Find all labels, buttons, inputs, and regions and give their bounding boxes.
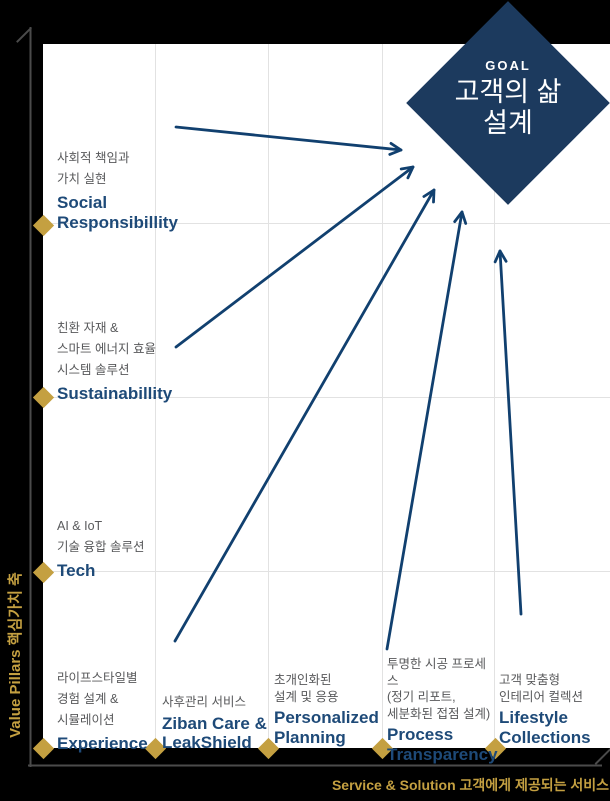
- pillar-sustainability: 친환 자재 & 스마트 에너지 효율 시스템 솔루션 Sustainabilli…: [57, 318, 179, 404]
- service-korean-line: 세분화된 접점 설계): [387, 706, 491, 721]
- pillar-english-label: Social Responsibillity: [57, 193, 178, 232]
- pillar-korean-line: 가치 실현: [57, 172, 107, 186]
- pillar-tech: AI & IoT 기술 융합 솔루션 Tech: [57, 516, 179, 581]
- pillar-korean-line: 사회적 책임과: [57, 151, 130, 165]
- service-korean-line: 설계 및 응용: [274, 689, 339, 704]
- service-english-label: Ziban Care & LeakShield: [162, 713, 267, 753]
- service-process-transparency: 투명한 시공 프로세스 (정기 리포트, 세분화된 접점 설계) Process…: [387, 656, 498, 764]
- service-english-label: Personalized Planning: [274, 708, 379, 747]
- pillar-korean-line: 스마트 에너지 효율: [57, 342, 156, 356]
- x-axis-arrow-icon: [594, 748, 610, 765]
- goal-title-line1: 고객의 삶: [454, 77, 562, 107]
- pillar-english-label: Experience: [57, 734, 148, 753]
- service-korean-line: 고객 맞춤형: [499, 673, 560, 687]
- pillar-social-responsibility: 사회적 책임과 가치 실현 Social Responsibillity: [57, 148, 179, 232]
- pillar-english-label: Sustainabillity: [57, 384, 173, 403]
- service-korean-line: (정기 리포트,: [387, 690, 456, 704]
- pillar-korean-line: AI & IoT: [57, 519, 103, 533]
- y-axis-arrow-icon: [16, 27, 32, 43]
- service-english-label: Lifestyle Collections: [499, 708, 591, 747]
- service-korean-line: 초개인화된: [274, 673, 332, 687]
- goal-title-line2: 설계: [483, 108, 533, 138]
- pillar-korean-line: 경험 설계 &: [57, 692, 119, 706]
- goal-kicker-label: GOAL: [485, 58, 531, 73]
- pillar-korean-line: 친환 자재 &: [57, 321, 119, 335]
- goal-text: GOAL 고객의 삶 설계: [426, 58, 590, 139]
- service-korean-line: 사후관리 서비스: [162, 695, 246, 709]
- service-korean-line: 인테리어 컬렉션: [499, 689, 583, 704]
- pillar-experience: 라이프스타일별 경험 설계 & 시뮬레이션 Experience: [57, 668, 179, 754]
- pillar-korean-line: 시스템 솔루션: [57, 363, 130, 377]
- pillar-korean-line: 시뮬레이션: [57, 713, 115, 727]
- service-ziban-care: 사후관리 서비스 Ziban Care & LeakShield: [162, 694, 272, 753]
- pillar-korean-line: 기술 융합 솔루션: [57, 540, 145, 554]
- x-axis-label: Service & Solution 고객에게 제공되는 서비스: [331, 777, 609, 793]
- pillar-korean-line: 라이프스타일별: [57, 671, 138, 685]
- pillar-english-label: Tech: [57, 561, 96, 580]
- service-lifestyle-collections: 고객 맞춤형 인테리어 컬렉션 Lifestyle Collections: [499, 672, 609, 747]
- y-axis-label: Value Pillars 핵심가치 축: [7, 572, 24, 738]
- service-korean-line: 투명한 시공 프로세스: [387, 657, 486, 688]
- service-english-label: Process Transparency: [387, 725, 498, 764]
- service-personalized-planning: 초개인화된 설계 및 응용 Personalized Planning: [274, 672, 384, 747]
